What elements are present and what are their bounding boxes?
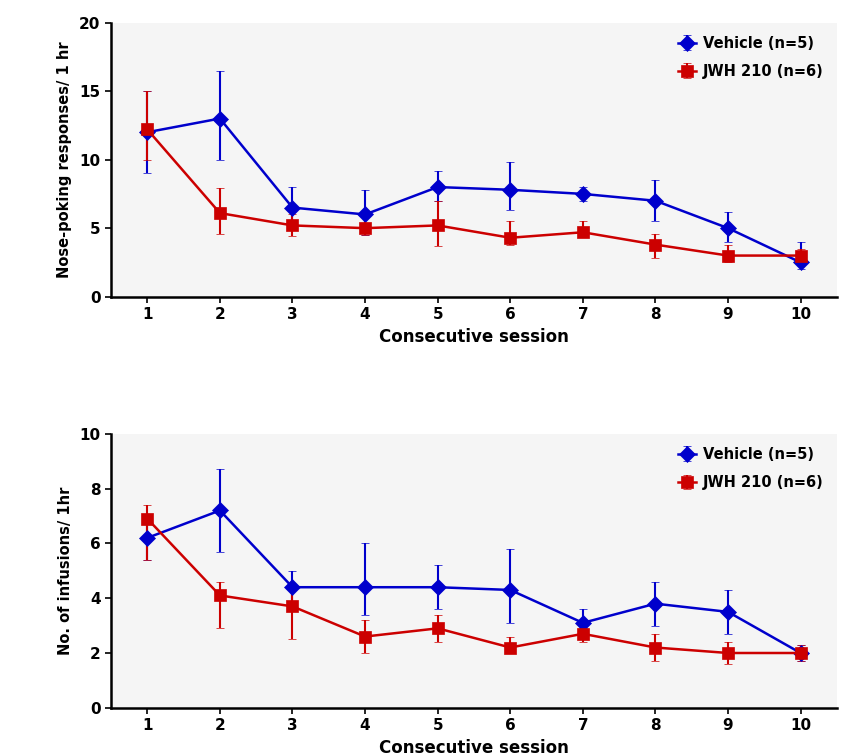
Y-axis label: No. of infusions/ 1hr: No. of infusions/ 1hr xyxy=(57,486,73,655)
Y-axis label: Nose-poking responses/ 1 hr: Nose-poking responses/ 1 hr xyxy=(57,41,73,278)
X-axis label: Consecutive session: Consecutive session xyxy=(379,739,568,753)
Legend: Vehicle (n=5), JWH 210 (n=6): Vehicle (n=5), JWH 210 (n=6) xyxy=(671,30,828,84)
X-axis label: Consecutive session: Consecutive session xyxy=(379,328,568,346)
Legend: Vehicle (n=5), JWH 210 (n=6): Vehicle (n=5), JWH 210 (n=6) xyxy=(671,441,828,495)
